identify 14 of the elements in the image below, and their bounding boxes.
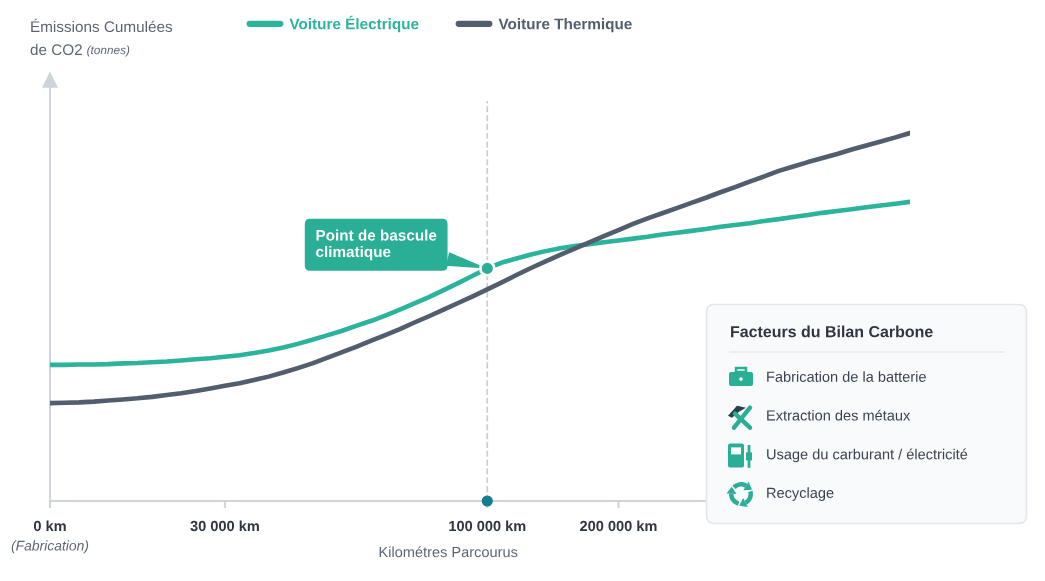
- x-tick-label: 200 000 km: [580, 520, 657, 532]
- x-axis-title: Kilométres Parcourus: [379, 546, 518, 558]
- legend-label: Voiture Thermique: [498, 18, 632, 33]
- category-label: 0 km (Fabrication): [11, 520, 89, 554]
- legend-label: Voiture Électrique: [289, 15, 419, 33]
- annotation: Point de bascule climatique: [316, 229, 437, 261]
- x-tick-label: 100 000 km: [449, 520, 526, 532]
- text: Facteurs du Bilan Carbone: [731, 325, 933, 338]
- annotation: Fabrication de la batterie: [767, 371, 926, 382]
- annotation: Recyclage: [767, 487, 834, 501]
- annotation: Usage du carburant / électricité: [767, 448, 968, 463]
- annotation: Extraction des métaux: [767, 409, 911, 421]
- y-axis-title: Émissions Cumulées de CO2 (tonnes): [30, 18, 173, 57]
- x-tick-label: 30 000 km: [190, 520, 259, 532]
